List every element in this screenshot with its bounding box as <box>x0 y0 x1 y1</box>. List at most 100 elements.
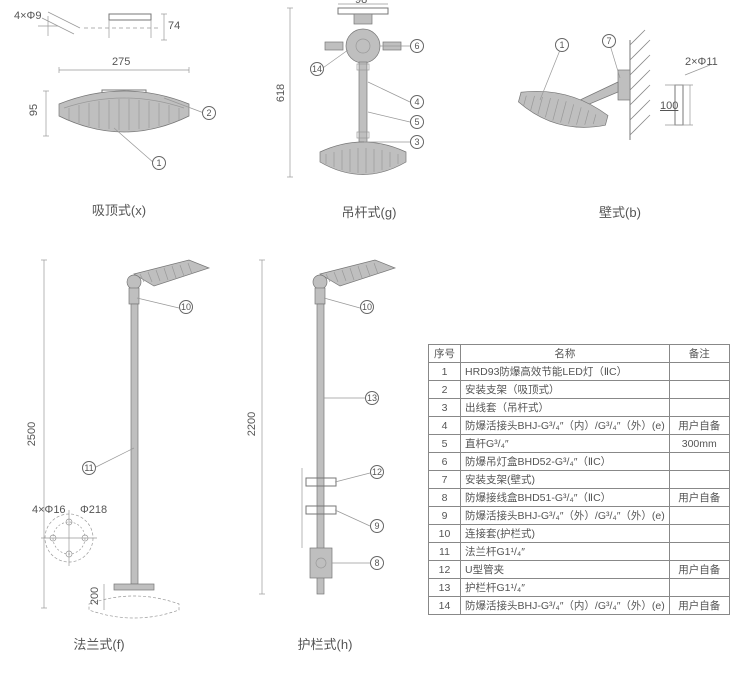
cell-name: 护栏杆G1¹/₄″ <box>461 579 670 597</box>
table-row: 8防爆接线盒BHD51-G³/₄″（ⅡC）用户自备 <box>429 489 730 507</box>
cell-num: 6 <box>429 453 461 471</box>
cell-num: 13 <box>429 579 461 597</box>
dim-74: 74 <box>168 20 180 32</box>
table-row: 11法兰杆G1¹/₄″ <box>429 543 730 561</box>
table-header-row: 序号 名称 备注 <box>429 345 730 363</box>
cell-note <box>669 453 729 471</box>
callout-b1: 1 <box>555 38 569 52</box>
table-row: 3出线套（吊杆式） <box>429 399 730 417</box>
cell-num: 10 <box>429 525 461 543</box>
dim-boltd: Φ218 <box>80 504 107 516</box>
cell-name: 安装支架（吸顶式） <box>461 381 670 399</box>
cell-num: 2 <box>429 381 461 399</box>
caption-g: 吊杆式(g) <box>324 202 414 221</box>
table-row: 1HRD93防爆高效节能LED灯（ⅡC） <box>429 363 730 381</box>
callout-6: 6 <box>410 39 424 53</box>
cell-note <box>669 381 729 399</box>
cell-name: 法兰杆G1¹/₄″ <box>461 543 670 561</box>
cell-note <box>669 579 729 597</box>
dim-hole-b: 2×Φ11 <box>685 56 718 68</box>
cell-note <box>669 399 729 417</box>
figure-wall: 1 7 2×Φ11 100 壁式(b) <box>510 30 730 225</box>
cell-name: 安装支架(壁式) <box>461 471 670 489</box>
figure-pendant: 98 618 14 6 4 5 3 吊杆式(g) <box>260 2 460 227</box>
callout-1: 1 <box>152 156 166 170</box>
cell-note: 用户自备 <box>669 417 729 435</box>
callout-h13: 13 <box>365 391 379 405</box>
th-name: 名称 <box>461 345 670 363</box>
cell-num: 7 <box>429 471 461 489</box>
table-row: 4防爆活接头BHJ-G³/₄″（内）/G³/₄″（外）(e)用户自备 <box>429 417 730 435</box>
dim-618: 618 <box>275 84 287 102</box>
cell-note <box>669 525 729 543</box>
cell-note <box>669 471 729 489</box>
callout-4: 4 <box>410 95 424 109</box>
cell-num: 14 <box>429 597 461 615</box>
cell-name: 直杆G³/₄″ <box>461 435 670 453</box>
caption-b: 壁式(b) <box>580 202 660 221</box>
table-row: 5直杆G³/₄″300mm <box>429 435 730 453</box>
dim-100: 100 <box>660 100 678 112</box>
callout-f10: 10 <box>179 300 193 314</box>
cell-num: 3 <box>429 399 461 417</box>
cell-num: 5 <box>429 435 461 453</box>
cell-note: 用户自备 <box>669 489 729 507</box>
dim-hole-note: 4×Φ9 <box>14 10 41 22</box>
parts-table-panel: 序号 名称 备注 1HRD93防爆高效节能LED灯（ⅡC）2安装支架（吸顶式）3… <box>428 344 730 615</box>
table-row: 2安装支架（吸顶式） <box>429 381 730 399</box>
callout-14: 14 <box>310 62 324 76</box>
callout-f11: 11 <box>82 461 96 475</box>
dim-2200: 2200 <box>246 412 258 436</box>
table-row: 9防爆活接头BHJ-G³/₄″（外）/G³/₄″（外）(e) <box>429 507 730 525</box>
caption-h: 护栏式(h) <box>280 634 370 653</box>
parts-table: 序号 名称 备注 1HRD93防爆高效节能LED灯（ⅡC）2安装支架（吸顶式）3… <box>428 344 730 615</box>
cell-num: 9 <box>429 507 461 525</box>
caption-x: 吸顶式(x) <box>74 200 164 219</box>
cell-name: 防爆活接头BHJ-G³/₄″（内）/G³/₄″（外）(e) <box>461 597 670 615</box>
callout-2: 2 <box>202 106 216 120</box>
table-row: 13护栏杆G1¹/₄″ <box>429 579 730 597</box>
cell-num: 1 <box>429 363 461 381</box>
cell-note: 300mm <box>669 435 729 453</box>
table-row: 7安装支架(壁式) <box>429 471 730 489</box>
callout-3: 3 <box>410 135 424 149</box>
cell-name: U型管夹 <box>461 561 670 579</box>
cell-name: 防爆接线盒BHD51-G³/₄″（ⅡC） <box>461 489 670 507</box>
dim-200: 200 <box>89 587 101 605</box>
cell-note <box>669 507 729 525</box>
figure-flange: 2500 200 4×Φ16 Φ218 10 11 法兰式(f) <box>14 248 234 658</box>
figure-guardrail: 2200 10 13 12 9 8 护栏式(h) <box>240 248 420 658</box>
cell-name: 防爆活接头BHJ-G³/₄″（内）/G³/₄″（外）(e) <box>461 417 670 435</box>
cell-name: 出线套（吊杆式） <box>461 399 670 417</box>
cell-note <box>669 543 729 561</box>
cell-num: 11 <box>429 543 461 561</box>
callout-5: 5 <box>410 115 424 129</box>
cell-note: 用户自备 <box>669 597 729 615</box>
table-row: 10连接套(护栏式) <box>429 525 730 543</box>
th-num: 序号 <box>429 345 461 363</box>
dim-275: 275 <box>112 56 130 68</box>
dim-98: 98 <box>355 0 367 6</box>
callout-h10: 10 <box>360 300 374 314</box>
dim-95: 95 <box>28 104 40 116</box>
cell-num: 4 <box>429 417 461 435</box>
cell-num: 12 <box>429 561 461 579</box>
cell-name: 防爆吊灯盒BHD52-G³/₄″（ⅡC） <box>461 453 670 471</box>
table-row: 6防爆吊灯盒BHD52-G³/₄″（ⅡC） <box>429 453 730 471</box>
cell-note <box>669 363 729 381</box>
table-row: 12U型管夹用户自备 <box>429 561 730 579</box>
dim-bolt: 4×Φ16 <box>32 504 66 516</box>
cell-name: HRD93防爆高效节能LED灯（ⅡC） <box>461 363 670 381</box>
figure-ceiling: 4×Φ9 74 275 95 2 1 吸顶式(x) <box>14 8 214 223</box>
cell-name: 防爆活接头BHJ-G³/₄″（外）/G³/₄″（外）(e) <box>461 507 670 525</box>
th-note: 备注 <box>669 345 729 363</box>
cell-note: 用户自备 <box>669 561 729 579</box>
caption-f: 法兰式(f) <box>54 634 144 653</box>
cell-name: 连接套(护栏式) <box>461 525 670 543</box>
dim-2500: 2500 <box>26 422 38 446</box>
callout-h9: 9 <box>370 519 384 533</box>
callout-h8: 8 <box>370 556 384 570</box>
callout-b7: 7 <box>602 34 616 48</box>
callout-h12: 12 <box>370 465 384 479</box>
table-row: 14防爆活接头BHJ-G³/₄″（内）/G³/₄″（外）(e)用户自备 <box>429 597 730 615</box>
